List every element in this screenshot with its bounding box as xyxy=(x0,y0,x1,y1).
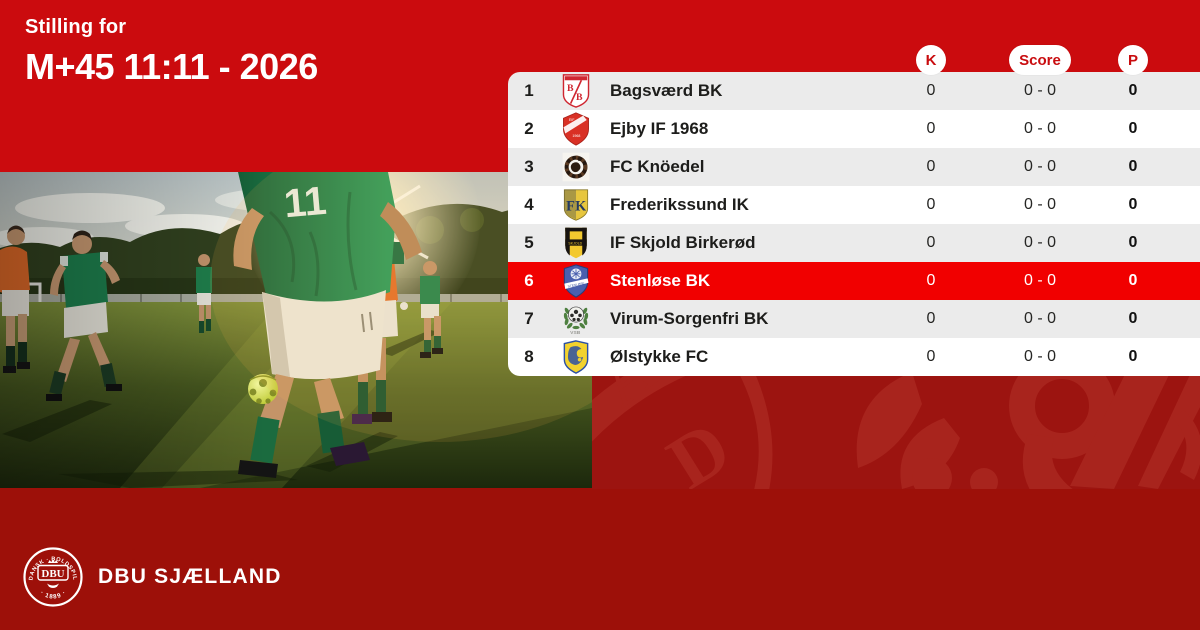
matches-cell: 0 xyxy=(926,120,936,137)
points-cell: 0 xyxy=(1128,272,1138,289)
matches-cell: 0 xyxy=(926,196,936,213)
team-logo xyxy=(561,264,591,298)
rank-cell: 2 xyxy=(524,119,534,138)
page-title: M+45 11:11 - 2026 xyxy=(25,46,318,87)
score-cell: 0 - 0 xyxy=(1023,120,1056,137)
points-cell: 0 xyxy=(1128,82,1138,99)
points-cell: 0 xyxy=(1128,120,1138,137)
table-row-if-skjold-birker-d: 5 IF Skjold Birkerød 0 0 - 0 0 xyxy=(508,224,1200,262)
table-row-frederikssund-ik: 4 Frederikssund IK 0 0 - 0 0 xyxy=(508,186,1200,224)
team-name: IF Skjold Birkerød xyxy=(610,233,756,252)
score-cell: 0 - 0 xyxy=(1023,310,1056,327)
team-name: Bagsværd BK xyxy=(610,81,723,100)
dbu-watermark: A D xyxy=(592,376,1200,489)
standings-table: K Score P 1 Bagsværd BK 0 0 - 0 0 2 xyxy=(508,45,1200,376)
score-cell: 0 - 0 xyxy=(1023,348,1056,365)
crown-icon xyxy=(48,559,58,563)
table-row-bagsv-rd-bk: 1 Bagsværd BK 0 0 - 0 0 xyxy=(508,72,1200,110)
points-cell: 0 xyxy=(1128,348,1138,365)
points-cell: 0 xyxy=(1128,158,1138,175)
emblem-monogram: DBU xyxy=(41,568,64,580)
table-row-ejby-if-1968: 2 Ejby IF 1968 0 0 - 0 0 xyxy=(508,110,1200,148)
points-cell: 0 xyxy=(1128,310,1138,327)
dbu-emblem-logo: DANSK · BOLDSPIL · UNION · 1889 · DBU xyxy=(22,546,83,607)
matches-cell: 0 xyxy=(926,310,936,327)
emblem-year-text: · 1889 · xyxy=(39,589,67,601)
dbu-watermark-graphic: A D xyxy=(592,376,1200,489)
rank-cell: 6 xyxy=(524,271,534,290)
team-logo xyxy=(561,150,591,184)
match-photo: 11 xyxy=(0,172,592,488)
table-row-fc-kn-edel: 3 FC Knöedel 0 0 - 0 0 xyxy=(508,148,1200,186)
svg-text:· 1889 ·: · 1889 · xyxy=(39,589,68,601)
team-name: Stenløse BK xyxy=(610,271,711,290)
rank-cell: 1 xyxy=(524,81,534,100)
matches-cell: 0 xyxy=(926,272,936,289)
team-name: Virum-Sorgenfri BK xyxy=(610,309,769,328)
score-cell: 0 - 0 xyxy=(1023,82,1056,99)
score-cell: 0 - 0 xyxy=(1023,234,1056,251)
points-cell: 0 xyxy=(1128,234,1138,251)
matches-cell: 0 xyxy=(926,348,936,365)
table-body: 1 Bagsværd BK 0 0 - 0 0 2 Ejby IF 1968 0… xyxy=(508,72,1200,376)
team-logo xyxy=(561,226,591,260)
team-logo xyxy=(561,74,591,108)
rank-cell: 4 xyxy=(524,195,534,214)
score-cell: 0 - 0 xyxy=(1023,196,1056,213)
matches-cell: 0 xyxy=(926,234,936,251)
wing-icon xyxy=(47,583,59,588)
match-photo-graphic: 11 xyxy=(0,172,592,488)
matches-cell: 0 xyxy=(926,158,936,175)
table-row-virum-sorgenfri-bk: 7 Virum-Sorgenfri BK 0 0 - 0 0 xyxy=(508,300,1200,338)
team-logo xyxy=(561,340,591,374)
score-cell: 0 - 0 xyxy=(1023,272,1056,289)
team-name: Ejby IF 1968 xyxy=(610,119,709,138)
matches-cell: 0 xyxy=(926,82,936,99)
points-cell: 0 xyxy=(1128,196,1138,213)
team-logo xyxy=(561,112,591,146)
rank-cell: 7 xyxy=(524,309,534,328)
table-row-lstykke-fc: 8 Ølstykke FC 0 0 - 0 0 xyxy=(508,338,1200,376)
score-cell: 0 - 0 xyxy=(1023,158,1056,175)
rank-cell: 3 xyxy=(524,157,534,176)
top-banner-extension xyxy=(0,0,600,172)
title-block: Stilling for M+45 11:11 - 2026 xyxy=(25,16,318,88)
svg-text:D: D xyxy=(654,405,745,489)
rank-cell: 8 xyxy=(524,347,534,366)
team-name: Ølstykke FC xyxy=(610,347,709,366)
rank-cell: 5 xyxy=(524,233,534,252)
team-logo xyxy=(561,188,591,222)
eyebrow-text: Stilling for xyxy=(25,16,127,38)
brand-name: DBU SJÆLLAND xyxy=(98,565,282,588)
footer-brand: DANSK · BOLDSPIL · UNION · 1889 · DBU DB… xyxy=(22,546,282,608)
team-name: FC Knöedel xyxy=(610,157,705,176)
table-row-stenl-se-bk: 6 Stenløse BK 0 0 - 0 0 xyxy=(508,262,1200,300)
team-name: Frederikssund IK xyxy=(610,195,749,214)
team-logo xyxy=(561,302,591,336)
